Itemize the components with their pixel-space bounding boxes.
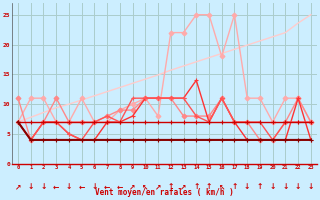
Text: ↓: ↓ <box>308 182 314 191</box>
Text: ↗: ↗ <box>15 182 21 191</box>
Text: ↓: ↓ <box>282 182 289 191</box>
Text: ↑: ↑ <box>193 182 199 191</box>
Text: ←: ← <box>53 182 60 191</box>
Text: ↑: ↑ <box>168 182 174 191</box>
Text: ↖: ↖ <box>219 182 225 191</box>
Text: ←: ← <box>78 182 85 191</box>
Text: ↗: ↗ <box>180 182 187 191</box>
Text: ↓: ↓ <box>244 182 250 191</box>
Text: ↖: ↖ <box>142 182 148 191</box>
Text: ←: ← <box>117 182 123 191</box>
Text: ↗: ↗ <box>129 182 136 191</box>
Text: ↑: ↑ <box>231 182 238 191</box>
Text: ↓: ↓ <box>295 182 301 191</box>
Text: ↓: ↓ <box>40 182 47 191</box>
Text: ↓: ↓ <box>28 182 34 191</box>
Text: ↓: ↓ <box>269 182 276 191</box>
Text: ↑: ↑ <box>257 182 263 191</box>
Text: ↗: ↗ <box>155 182 161 191</box>
X-axis label: Vent moyen/en rafales ( km/h ): Vent moyen/en rafales ( km/h ) <box>95 188 234 197</box>
Text: ↓: ↓ <box>91 182 98 191</box>
Text: ←: ← <box>104 182 110 191</box>
Text: ↑: ↑ <box>206 182 212 191</box>
Text: ↓: ↓ <box>66 182 72 191</box>
